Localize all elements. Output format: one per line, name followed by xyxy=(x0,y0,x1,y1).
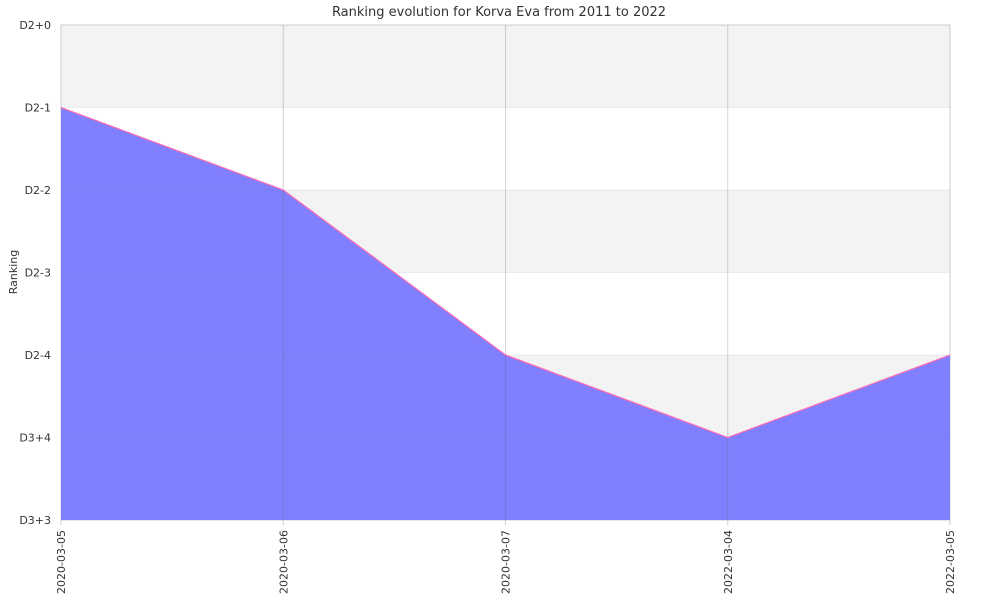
line-layer xyxy=(60,106,951,439)
y-axis-label: Ranking xyxy=(7,250,20,295)
series-line xyxy=(60,106,951,439)
y-tick-label: D3+4 xyxy=(19,432,51,445)
y-tick-label: D2-4 xyxy=(25,349,51,362)
chart-title: Ranking evolution for Korva Eva from 201… xyxy=(332,5,666,20)
x-tick-label: 2022-03-05 xyxy=(944,530,957,594)
series-area xyxy=(61,107,950,520)
x-tick-label: 2020-03-06 xyxy=(277,530,290,594)
x-tick-label: 2020-03-07 xyxy=(500,530,513,594)
y-tick-label: D2-1 xyxy=(25,102,51,115)
x-axis-ticks: 2020-03-05 2020-03-06 2020-03-07 2022-03-04… xyxy=(55,520,957,594)
y-axis-ticks: D2+0 D2-1 D2-2 D2-3 D2-4 D3+4 D3+3 xyxy=(19,19,51,527)
area-layer xyxy=(61,107,950,520)
band-0 xyxy=(61,25,950,108)
y-tick-label: D2-3 xyxy=(25,267,51,280)
y-tick-label: D2-2 xyxy=(25,184,51,197)
x-tick-label: 2020-03-05 xyxy=(55,530,68,594)
x-tick-label: 2022-03-04 xyxy=(722,530,735,594)
y-tick-label: D2+0 xyxy=(19,19,51,32)
y-tick-label: D3+3 xyxy=(19,514,51,527)
